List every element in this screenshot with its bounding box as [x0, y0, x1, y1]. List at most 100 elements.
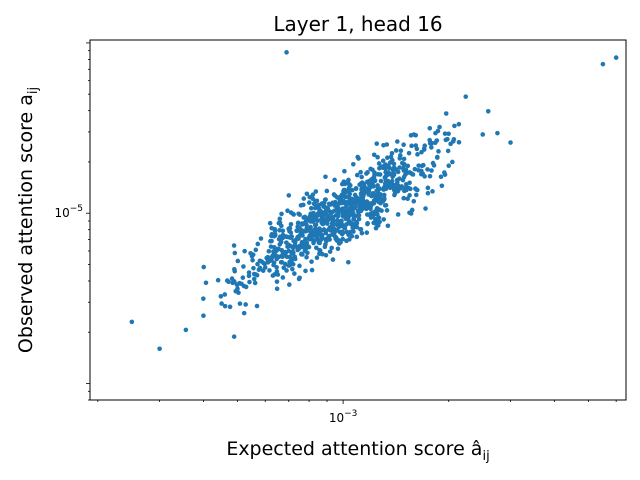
scatter-point — [359, 174, 364, 180]
scatter-point — [274, 279, 280, 284]
scatter-point — [434, 138, 440, 143]
scatter-point — [445, 148, 451, 154]
scatter-point — [303, 268, 308, 274]
scatter-point — [358, 191, 364, 196]
scatter-point — [353, 186, 359, 191]
scatter-point — [408, 186, 413, 192]
scatter-point — [253, 247, 259, 253]
scatter-point — [313, 215, 318, 221]
scatter-point — [403, 181, 409, 187]
scatter-point — [358, 226, 364, 232]
scatter-point — [352, 214, 357, 220]
scatter-point — [355, 212, 361, 218]
scatter-point — [277, 216, 283, 222]
scatter-point — [268, 244, 274, 249]
scatter-point — [389, 150, 395, 156]
scatter-point — [391, 165, 397, 170]
scatter-point — [338, 208, 343, 214]
scatter-point — [355, 154, 361, 160]
scatter-point — [393, 148, 399, 153]
scatter-point — [395, 212, 401, 217]
scatter-point — [314, 245, 319, 251]
scatter-point — [411, 132, 417, 137]
scatter-point — [409, 207, 415, 213]
scatter-point — [264, 255, 269, 261]
scatter-point — [252, 280, 258, 286]
scatter-point — [277, 220, 283, 225]
scatter-point — [274, 286, 280, 292]
scatter-point — [306, 200, 312, 205]
scatter-point — [376, 161, 382, 166]
scatter-point — [385, 155, 390, 161]
scatter-point — [319, 201, 325, 207]
scatter-point — [267, 220, 273, 226]
scatter-point — [364, 230, 370, 235]
scatter-point — [310, 219, 316, 224]
scatter-point — [413, 143, 419, 148]
scatter-point — [297, 263, 302, 269]
scatter-point — [242, 248, 247, 254]
scatter-point — [215, 277, 221, 283]
scatter-point — [368, 203, 374, 209]
scatter-point — [129, 319, 135, 325]
scatter-point — [366, 189, 372, 194]
scatter-point — [341, 179, 347, 184]
scatter-point — [354, 234, 360, 240]
scatter-point — [157, 346, 162, 352]
scatter-point — [359, 180, 365, 185]
scatter-point — [412, 166, 418, 172]
scatter-point — [278, 234, 284, 240]
axis-ticks: 10−310−5 — [54, 42, 617, 425]
scatter-point — [343, 204, 349, 210]
scatter-point — [427, 173, 433, 179]
scatter-point — [292, 271, 297, 276]
scatter-point — [241, 264, 246, 269]
scatter-point — [442, 170, 447, 175]
scatter-point — [255, 241, 261, 247]
scatter-point — [495, 130, 500, 136]
scatter-point — [295, 220, 301, 226]
scatter-point — [352, 205, 358, 210]
scatter-point — [356, 216, 362, 222]
scatter-point — [301, 196, 307, 201]
scatter-point — [304, 255, 309, 260]
scatter-point — [363, 206, 368, 211]
scatter-point — [349, 187, 355, 193]
y-tick-label: 10−5 — [54, 204, 83, 220]
scatter-point — [285, 208, 290, 214]
scatter-point — [395, 139, 400, 144]
scatter-point — [322, 197, 328, 203]
scatter-point — [328, 225, 333, 231]
scatter-point — [343, 194, 348, 200]
scatter-point — [325, 207, 330, 213]
scatter-point — [377, 207, 382, 213]
scatter-point — [317, 247, 322, 253]
scatter-point — [331, 221, 337, 227]
scatter-point — [340, 230, 346, 236]
scatter-point — [325, 217, 331, 222]
scatter-point — [310, 237, 315, 243]
x-tick-label-exponent: −3 — [344, 409, 357, 419]
scatter-point — [266, 248, 272, 254]
scatter-point — [290, 266, 295, 272]
scatter-point — [327, 249, 333, 254]
scatter-point — [342, 188, 348, 193]
scatter-point — [349, 233, 355, 239]
x-axis-label-text: Expected attention score â — [226, 438, 482, 460]
scatter-point — [425, 167, 430, 172]
scatter-point — [236, 290, 241, 296]
scatter-point — [375, 219, 380, 225]
scatter-point — [406, 150, 412, 156]
scatter-point — [262, 265, 268, 270]
scatter-point — [306, 235, 312, 240]
scatter-point — [331, 226, 337, 231]
scatter-point — [276, 246, 281, 252]
scatter-point — [346, 177, 351, 183]
data-points — [129, 50, 619, 352]
plot-frame — [89, 39, 627, 401]
scatter-point — [241, 310, 247, 316]
scatter-point — [227, 304, 233, 310]
scatter-point — [302, 238, 308, 243]
scatter-point — [332, 203, 338, 208]
scatter-point — [397, 176, 402, 182]
